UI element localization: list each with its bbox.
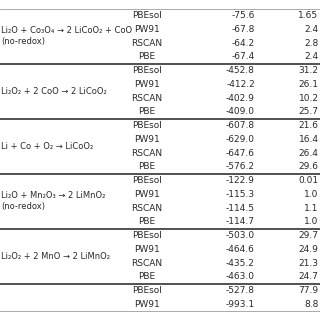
Text: PW91: PW91	[134, 135, 160, 144]
Text: PBEsol: PBEsol	[132, 66, 162, 75]
Text: -527.8: -527.8	[226, 286, 255, 295]
Text: 26.1: 26.1	[299, 80, 318, 89]
Text: Li₂O₂ + 2 CoO → 2 LiCoO₂: Li₂O₂ + 2 CoO → 2 LiCoO₂	[2, 87, 107, 96]
Text: 8.8: 8.8	[304, 300, 318, 309]
Text: 77.9: 77.9	[298, 286, 318, 295]
Text: 21.6: 21.6	[299, 121, 318, 130]
Text: Li₂O + Co₃O₄ → 2 LiCoO₂ + CoO
(no-redox): Li₂O + Co₃O₄ → 2 LiCoO₂ + CoO (no-redox)	[2, 26, 132, 46]
Text: -412.2: -412.2	[226, 80, 255, 89]
Text: Li + Co + O₂ → LiCoO₂: Li + Co + O₂ → LiCoO₂	[2, 142, 94, 151]
Text: 1.65: 1.65	[298, 11, 318, 20]
Text: RSCAN: RSCAN	[131, 148, 162, 158]
Text: PBE: PBE	[138, 52, 155, 61]
Text: PBEsol: PBEsol	[132, 231, 162, 240]
Text: PBE: PBE	[138, 272, 155, 281]
Text: 24.7: 24.7	[299, 272, 318, 281]
Text: 24.9: 24.9	[299, 245, 318, 254]
Text: 2.4: 2.4	[304, 52, 318, 61]
Text: -402.9: -402.9	[226, 94, 255, 103]
Text: -67.8: -67.8	[231, 25, 255, 34]
Text: 0.01: 0.01	[298, 176, 318, 185]
Text: 10.2: 10.2	[299, 94, 318, 103]
Text: RSCAN: RSCAN	[131, 94, 162, 103]
Text: PW91: PW91	[134, 245, 160, 254]
Text: -64.2: -64.2	[232, 39, 255, 48]
Text: PBE: PBE	[138, 108, 155, 116]
Text: -452.8: -452.8	[226, 66, 255, 75]
Text: 29.6: 29.6	[299, 162, 318, 172]
Text: -576.2: -576.2	[226, 162, 255, 172]
Text: 26.4: 26.4	[299, 148, 318, 158]
Text: RSCAN: RSCAN	[131, 259, 162, 268]
Text: 21.3: 21.3	[299, 259, 318, 268]
Text: -464.6: -464.6	[226, 245, 255, 254]
Text: 16.4: 16.4	[299, 135, 318, 144]
Text: -115.3: -115.3	[226, 190, 255, 199]
Text: PBE: PBE	[138, 162, 155, 172]
Text: 25.7: 25.7	[299, 108, 318, 116]
Text: RSCAN: RSCAN	[131, 39, 162, 48]
Text: -409.0: -409.0	[226, 108, 255, 116]
Text: -503.0: -503.0	[226, 231, 255, 240]
Text: Li₂O + Mn₂O₃ → 2 LiMnO₂
(no-redox): Li₂O + Mn₂O₃ → 2 LiMnO₂ (no-redox)	[2, 191, 106, 211]
Text: 1.0: 1.0	[304, 190, 318, 199]
Text: -463.0: -463.0	[226, 272, 255, 281]
Text: 2.8: 2.8	[304, 39, 318, 48]
Text: 1.0: 1.0	[304, 217, 318, 226]
Text: Li₂O₂ + 2 MnO → 2 LiMnO₂: Li₂O₂ + 2 MnO → 2 LiMnO₂	[2, 252, 110, 260]
Text: -607.8: -607.8	[226, 121, 255, 130]
Text: PBE: PBE	[138, 217, 155, 226]
Text: RSCAN: RSCAN	[131, 204, 162, 212]
Text: PBEsol: PBEsol	[132, 11, 162, 20]
Text: PW91: PW91	[134, 190, 160, 199]
Text: PBEsol: PBEsol	[132, 286, 162, 295]
Text: -114.5: -114.5	[226, 204, 255, 212]
Text: 1.1: 1.1	[304, 204, 318, 212]
Text: -629.0: -629.0	[226, 135, 255, 144]
Text: 31.2: 31.2	[299, 66, 318, 75]
Text: -122.9: -122.9	[226, 176, 255, 185]
Text: -75.6: -75.6	[231, 11, 255, 20]
Text: -435.2: -435.2	[226, 259, 255, 268]
Text: 2.4: 2.4	[304, 25, 318, 34]
Text: -647.6: -647.6	[226, 148, 255, 158]
Text: PW91: PW91	[134, 80, 160, 89]
Text: -993.1: -993.1	[226, 300, 255, 309]
Text: PW91: PW91	[134, 300, 160, 309]
Text: PBEsol: PBEsol	[132, 121, 162, 130]
Text: 29.7: 29.7	[299, 231, 318, 240]
Text: -114.7: -114.7	[226, 217, 255, 226]
Text: PW91: PW91	[134, 25, 160, 34]
Text: PBEsol: PBEsol	[132, 176, 162, 185]
Text: -67.4: -67.4	[232, 52, 255, 61]
